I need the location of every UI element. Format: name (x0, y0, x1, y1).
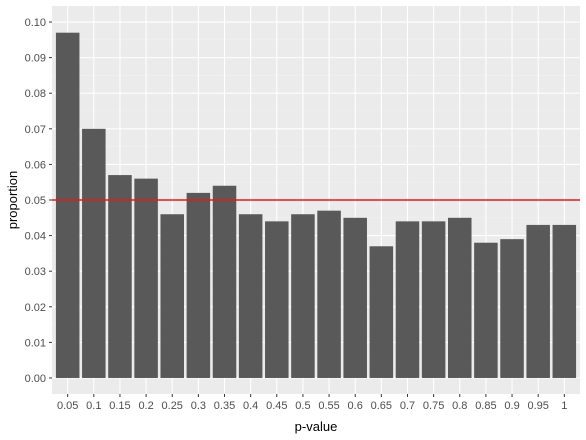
bar (552, 224, 577, 378)
y-tick-label: 0.07 (25, 124, 46, 136)
bar (448, 217, 472, 378)
x-tick-label: 0.25 (162, 400, 183, 412)
x-tick-label: 0.45 (266, 400, 287, 412)
y-tick-label: 0.00 (25, 373, 46, 385)
y-tick-label: 0.03 (25, 266, 46, 278)
bar (55, 32, 80, 378)
bar (369, 246, 394, 378)
bar (395, 221, 420, 378)
y-tick-label: 0.09 (25, 53, 46, 65)
x-tick-label: 0.05 (57, 400, 78, 412)
x-tick-label: 0.8 (452, 400, 467, 412)
x-tick-label: 0.15 (109, 400, 130, 412)
bars (55, 32, 577, 378)
x-tick-label: 0.4 (243, 400, 258, 412)
x-tick-label: 0.6 (348, 400, 363, 412)
bar (134, 178, 158, 378)
x-tick-label: 0.55 (318, 400, 339, 412)
y-tick-label: 0.10 (25, 17, 46, 29)
bar (212, 185, 237, 378)
bar (291, 214, 315, 378)
y-tick-label: 0.06 (25, 159, 46, 171)
y-tick-label: 0.08 (25, 88, 46, 100)
x-tick-label: 0.9 (504, 400, 519, 412)
bar (82, 128, 106, 378)
x-tick-label: 0.75 (423, 400, 444, 412)
y-axis-title: proportion (5, 171, 20, 230)
bar (421, 221, 446, 378)
x-tick-label: 0.65 (371, 400, 392, 412)
bar (108, 175, 132, 378)
x-tick-label: 0.1 (86, 400, 101, 412)
x-axis-title: p-value (295, 419, 338, 434)
x-tick-label: 0.3 (191, 400, 206, 412)
bar (238, 214, 263, 378)
y-axis: 0.00 0.01 0.02 0.03 0.04 0.05 0.06 0.07 0.08 0.09… (25, 17, 52, 385)
bar (343, 217, 367, 378)
bar (500, 239, 524, 378)
bar (526, 224, 550, 378)
x-tick-label: 0.7 (400, 400, 415, 412)
x-tick-label: 0.35 (214, 400, 235, 412)
x-tick-label: 0.2 (138, 400, 153, 412)
y-tick-label: 0.04 (25, 231, 46, 243)
bar (317, 210, 341, 378)
bar (474, 242, 498, 378)
x-tick-label: 1 (561, 400, 567, 412)
x-tick-label: 0.5 (295, 400, 310, 412)
y-tick-label: 0.02 (25, 302, 46, 314)
bar (265, 221, 289, 378)
y-tick-label: 0.05 (25, 195, 46, 207)
bar (186, 192, 211, 378)
y-tick-label: 0.01 (25, 337, 46, 349)
x-tick-label: 0.95 (527, 400, 548, 412)
x-tick-label: 0.85 (475, 400, 496, 412)
bar (160, 214, 184, 378)
x-axis: 0.05 0.1 0.15 0.2 0.25 0.3 0.35 0.4 0.45 0.5 0.55 0… (57, 394, 567, 412)
